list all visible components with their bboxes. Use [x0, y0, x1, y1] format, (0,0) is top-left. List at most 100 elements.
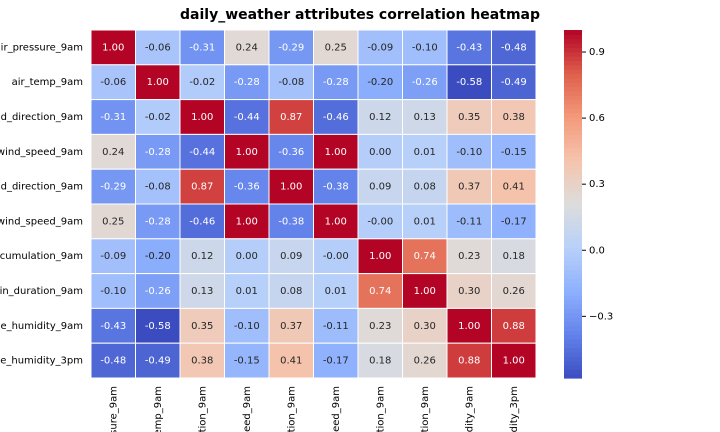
heatmap-cell — [135, 307, 181, 344]
cell-label: 1.00 — [369, 251, 391, 262]
colorbar-band — [564, 304, 582, 309]
cell-label: 0.87 — [191, 182, 213, 193]
y-tick-label: air_pressure_9am — [0, 42, 83, 53]
cell-label: 0.01 — [414, 216, 436, 227]
colorbar-band — [564, 208, 582, 214]
cell-label: -0.20 — [145, 251, 171, 262]
cell-label: -0.29 — [278, 42, 304, 53]
colorbar-band — [564, 30, 582, 35]
cell-label: -0.00 — [367, 216, 393, 227]
heatmap-cell — [135, 29, 181, 66]
colorbar-band — [564, 308, 582, 314]
colorbar-band — [564, 34, 582, 40]
heatmap-cell — [135, 168, 181, 205]
cell-label: -0.38 — [323, 182, 349, 193]
cell-label: 0.00 — [369, 147, 391, 158]
y-tick-label: relative_humidity_3pm — [0, 356, 83, 367]
heatmap-cell — [491, 64, 537, 101]
heatmap-cell — [357, 307, 403, 344]
cell-label: 1.00 — [191, 112, 213, 123]
cell-label: 0.30 — [458, 286, 480, 297]
cell-label: -0.44 — [234, 112, 260, 123]
heatmap-cell — [90, 29, 136, 66]
colorbar-band — [564, 125, 582, 131]
colorbar-band — [564, 138, 582, 144]
cell-label: 0.13 — [414, 112, 436, 123]
cell-label: 0.09 — [369, 182, 391, 193]
colorbar-band — [564, 338, 582, 344]
cell-label: -0.17 — [323, 356, 349, 367]
cell-label: 0.37 — [280, 321, 302, 332]
heatmap-cell — [224, 342, 270, 379]
colorbar-band — [564, 360, 582, 366]
colorbar-band — [564, 356, 582, 362]
cell-label: 0.88 — [458, 356, 480, 367]
colorbar-band — [564, 177, 582, 183]
colorbar-band — [564, 38, 582, 44]
colorbar-band — [564, 325, 582, 331]
colorbar-band — [564, 312, 582, 318]
cell-label: 0.12 — [369, 112, 391, 123]
cell-label: 0.01 — [414, 147, 436, 158]
cell-label: -0.48 — [100, 356, 126, 367]
cell-label: 0.08 — [414, 182, 436, 193]
heatmap-cell — [268, 307, 314, 344]
colorbar-band — [564, 282, 582, 288]
cell-label: -0.10 — [412, 42, 438, 53]
colorbar-band — [564, 147, 582, 153]
cell-label: -0.36 — [278, 147, 304, 158]
cell-label: 1.00 — [236, 147, 258, 158]
y-tick-label: max_wind_speed_9am — [0, 216, 83, 227]
x-tick-label: relative_humidity_3pm — [509, 386, 520, 432]
heatmap-cell — [313, 64, 359, 101]
heatmap-cell — [179, 203, 225, 240]
heatmap-cell — [313, 238, 359, 275]
cell-label: 1.00 — [280, 182, 302, 193]
colorbar-band — [564, 343, 582, 349]
cell-label: -0.09 — [100, 251, 126, 262]
cell-label: -0.38 — [278, 216, 304, 227]
cell-label: -0.46 — [189, 216, 215, 227]
x-tick-label: avg_wind_speed_9am — [242, 386, 253, 432]
colorbar-band — [564, 295, 582, 301]
colorbar-band — [564, 56, 582, 62]
cell-label: 0.26 — [414, 356, 436, 367]
heatmap-cell — [402, 64, 448, 101]
cell-label: -0.43 — [100, 321, 126, 332]
heatmap-cell — [357, 342, 403, 379]
cell-label: 0.25 — [102, 216, 124, 227]
colorbar-band — [564, 234, 582, 240]
heatmap-cell — [313, 203, 359, 240]
heatmap-cell — [402, 29, 448, 66]
cell-label: -0.02 — [145, 112, 171, 123]
heatmap-cell — [446, 168, 492, 205]
colorbar-band — [564, 221, 582, 227]
heatmap-cell — [446, 238, 492, 275]
colorbar-band — [564, 291, 582, 296]
cell-label: -0.11 — [323, 321, 349, 332]
cell-label: 1.00 — [147, 77, 169, 88]
colorbar-band — [564, 169, 582, 175]
cell-label: 0.23 — [458, 251, 480, 262]
heatmap-cell — [313, 29, 359, 66]
heatmap-cell — [179, 99, 225, 135]
heatmap-cell — [357, 168, 403, 205]
colorbar-tick-label: 0.9 — [589, 47, 605, 58]
colorbar-band — [564, 260, 582, 266]
colorbar-band — [564, 351, 582, 357]
x-tick-label: max_wind_direction_9am — [286, 386, 297, 432]
cell-label: 1.00 — [102, 42, 124, 53]
heatmap-cell — [357, 238, 403, 275]
colorbar-band — [564, 82, 582, 88]
cell-label: 0.30 — [414, 321, 436, 332]
cell-label: 0.74 — [369, 286, 391, 297]
cell-label: 0.00 — [236, 251, 258, 262]
colorbar-band — [564, 247, 582, 253]
cell-label: -0.09 — [367, 42, 393, 53]
y-tick-label: max_wind_direction_9am — [0, 182, 83, 193]
colorbar-band — [564, 143, 582, 149]
x-tick-label: air_pressure_9am — [108, 386, 119, 432]
cell-label: -0.06 — [100, 77, 126, 88]
cell-label: 1.00 — [503, 356, 525, 367]
